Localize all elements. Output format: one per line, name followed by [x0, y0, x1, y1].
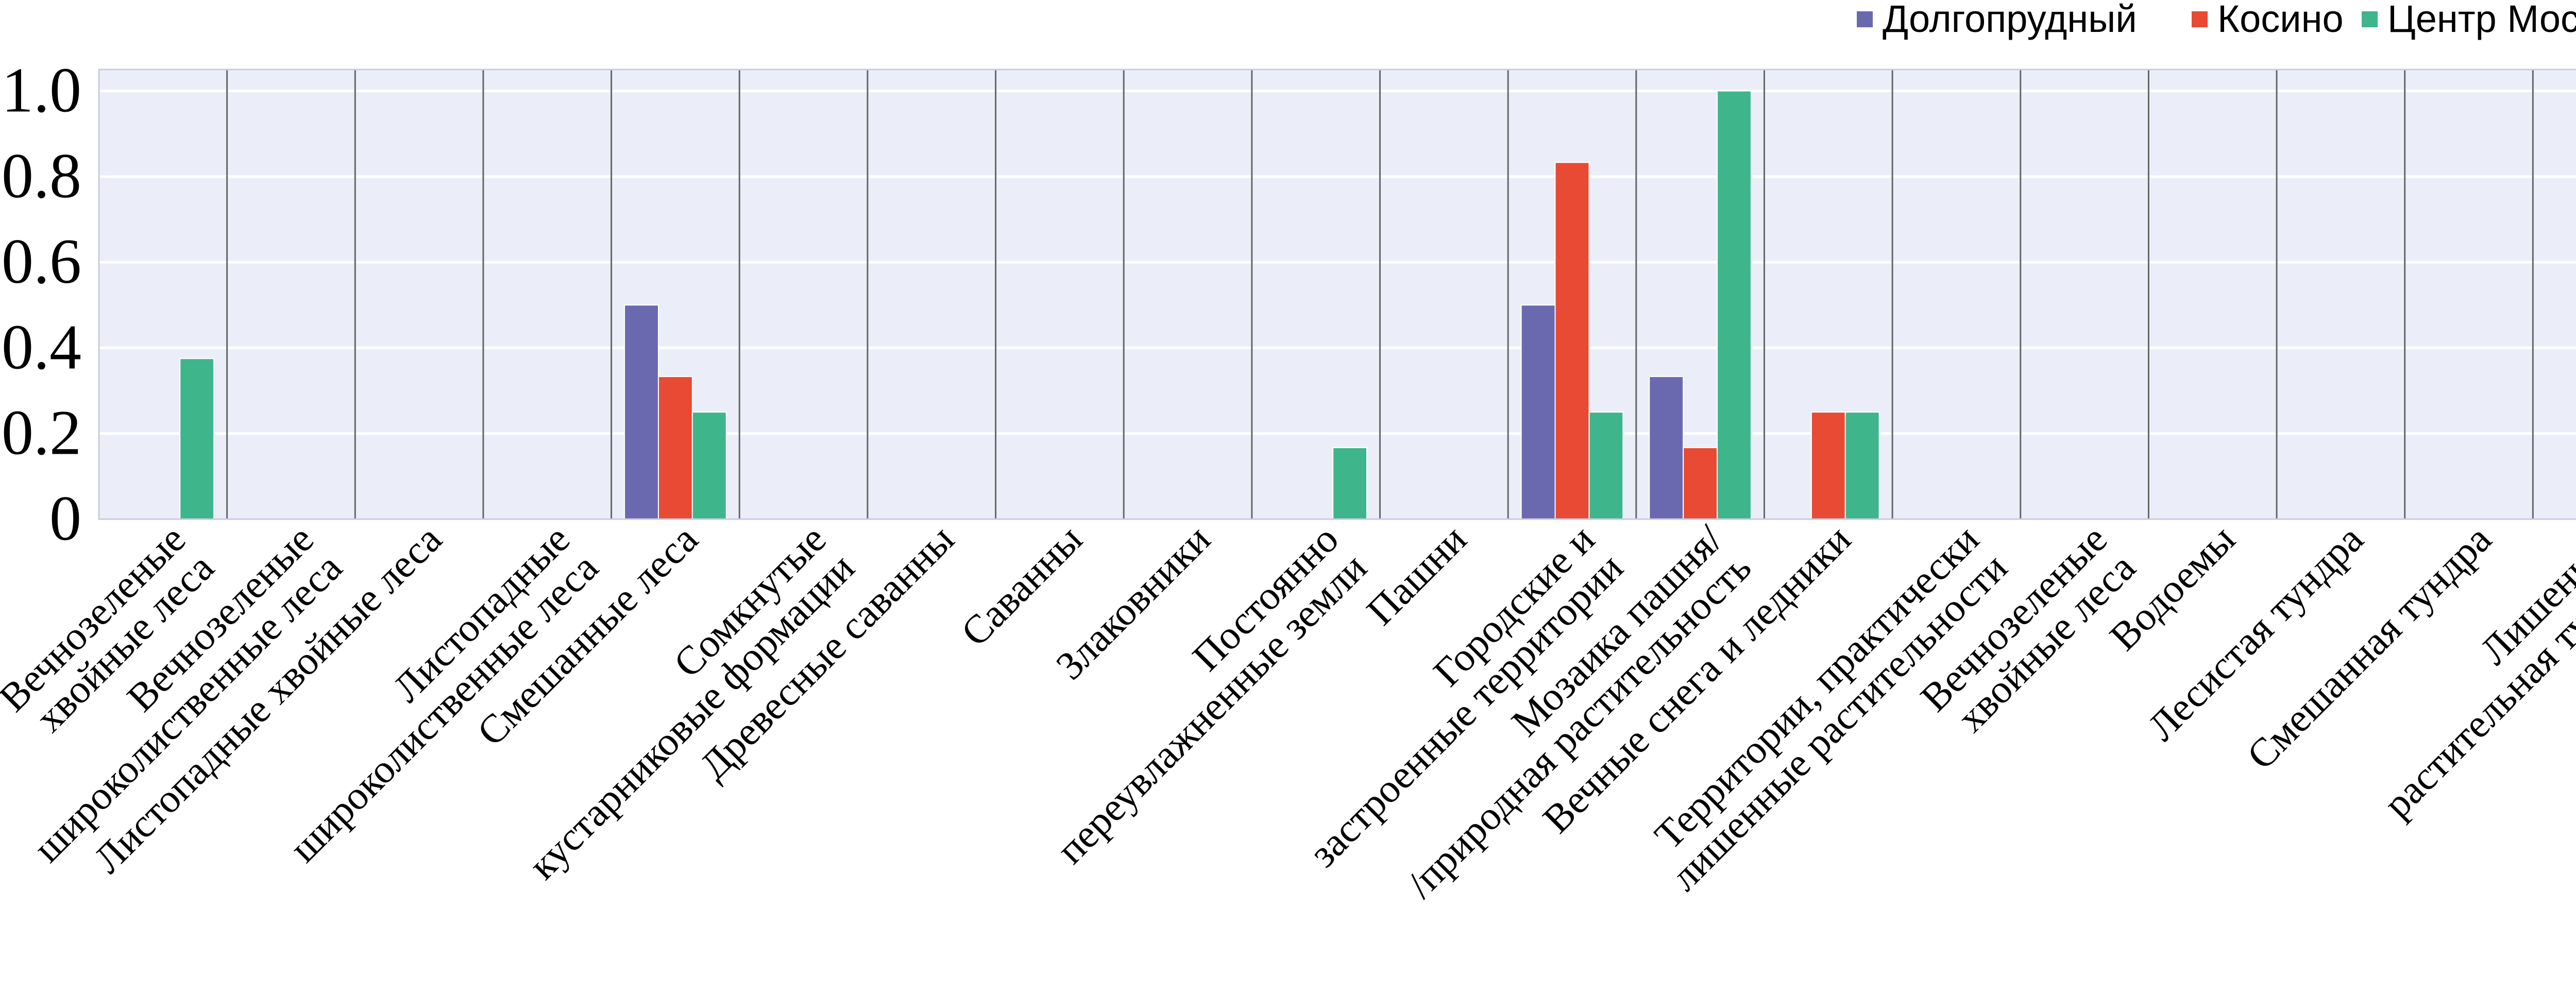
y-axis: 0 0.2 0.4 0.6 0.8 1.0 [2, 55, 81, 554]
bar-3-13 [1717, 90, 1752, 520]
legend-swatch [2362, 11, 2378, 27]
bar-3-12 [1588, 411, 1624, 520]
bar-2-12 [1554, 162, 1590, 520]
plot-background [99, 70, 2576, 519]
y-tick-label: 0.6 [2, 226, 81, 297]
plot-area [98, 68, 2576, 520]
bar-3-1 [179, 358, 215, 520]
legend-label: Долгопрудный [1883, 0, 2137, 40]
bar-2-13 [1683, 447, 1718, 520]
x-tick-label: Постояннопереувлажненные земли [1019, 517, 1375, 872]
legend: Долгопрудный Косино Центр Москвы [1857, 0, 2576, 40]
legend-label: Центр Москвы [2387, 0, 2576, 40]
legend-swatch [1857, 11, 1873, 27]
bar-1-5 [624, 304, 659, 520]
y-tick-label: 0.2 [2, 398, 81, 468]
y-tick-label: 0.4 [2, 312, 81, 382]
x-tick-label: Пашни [1358, 517, 1475, 633]
legend-label: Косино [2217, 0, 2344, 40]
bar-1-12 [1520, 304, 1556, 520]
legend-swatch [2192, 11, 2208, 27]
x-axis: Вечнозеленыехвойные лесаВечнозеленыеширо… [0, 516, 2576, 906]
bar-1-13 [1649, 376, 1684, 520]
bar-3-10 [1332, 447, 1368, 520]
plot-border [98, 68, 2576, 520]
y-tick-label: 0 [49, 483, 81, 554]
bar-2-5 [657, 376, 693, 520]
x-tick-label: Лесистая тундра [2139, 517, 2372, 749]
bar-3-14 [1844, 411, 1880, 520]
y-tick-label: 0.8 [2, 141, 81, 211]
bar-3-5 [691, 411, 727, 520]
bar-2-14 [1810, 411, 1846, 520]
y-tick-label: 1.0 [2, 55, 81, 126]
